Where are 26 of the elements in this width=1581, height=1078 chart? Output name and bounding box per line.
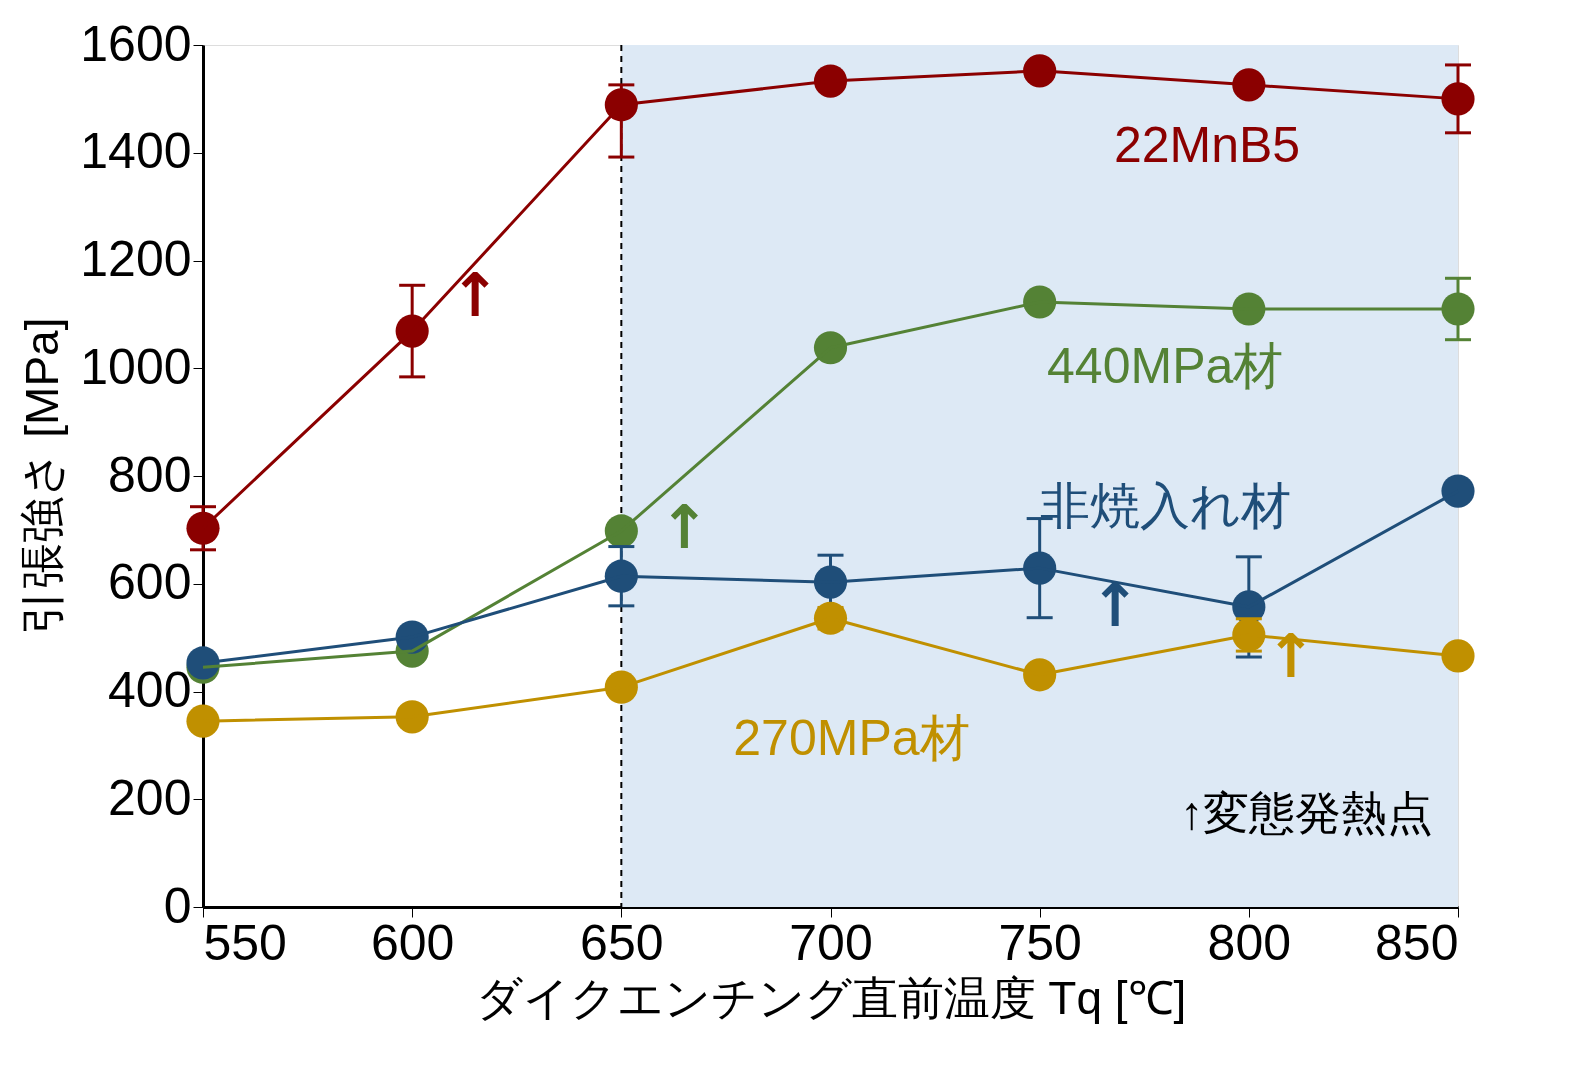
y-tick-label: 200 [108,769,192,826]
x-tick-label: 650 [580,914,664,971]
y-tick-label: 1600 [80,15,192,72]
y-tick-label: 800 [108,446,192,503]
annotation: ↑ [658,491,710,562]
series-label: 270MPa材 [733,709,970,766]
series-label: 非焼入れ材 [1039,478,1291,535]
annotation: ↑ [1089,569,1141,640]
x-tick-label: 850 [1375,914,1459,971]
y-tick-label: 400 [108,662,192,718]
y-tick-label: 1400 [80,123,192,180]
x-tick-label: 750 [998,914,1082,971]
y-tick-label: 1000 [80,338,192,395]
annotation: ↑変態発熱点 [1180,787,1433,839]
y-tick-label: 600 [108,554,192,611]
series-label: 22MnB5 [1113,117,1301,174]
series-label: 440MPa材 [1047,338,1284,395]
y-tick-label: 0 [163,877,192,934]
y-axis-title: 引張強さ [MPa] [16,317,69,636]
x-axis-title: ダイクエンチング直前温度 Tq [℃] [475,971,1187,1024]
y-tick-label: 1200 [80,231,192,287]
x-tick-label: 600 [370,914,455,971]
x-tick-label: 800 [1207,914,1292,971]
x-tick-label: 700 [789,914,873,971]
x-tick-label: 550 [203,914,287,971]
annotation: ↑ [449,260,501,331]
